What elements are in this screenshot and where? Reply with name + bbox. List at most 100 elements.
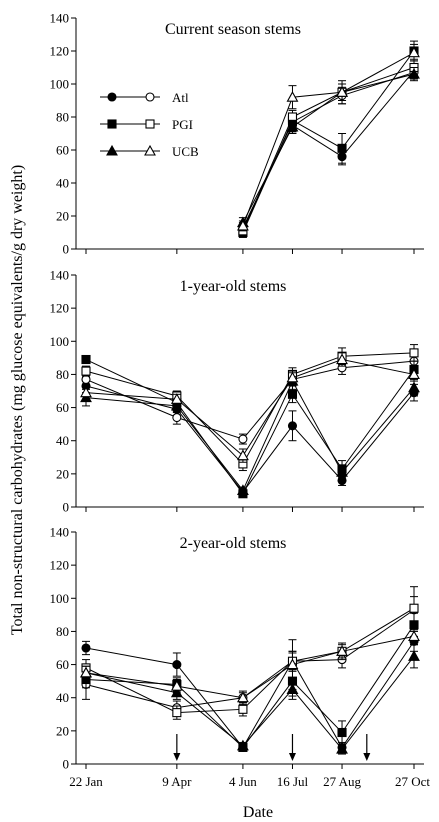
series-pgi-filled [81, 354, 419, 499]
data-point [408, 46, 420, 58]
y-tick-label: 20 [56, 466, 69, 481]
y-tick-label: 80 [56, 110, 69, 125]
data-point [236, 484, 249, 495]
series-pgi-filled [81, 612, 419, 752]
data-point [81, 374, 91, 384]
series-line [85, 655, 415, 750]
series-line [85, 358, 415, 457]
legend: Atl PGI UCB [100, 90, 199, 159]
data-point [408, 67, 420, 79]
data-point [170, 393, 183, 404]
legend-marker-open [145, 92, 155, 102]
data-point [238, 434, 248, 444]
data-point [170, 679, 183, 691]
y-tick-label: 20 [56, 723, 69, 738]
y-tick-label: 40 [56, 690, 69, 705]
x-axis-title: Date [243, 804, 273, 821]
data-point [172, 412, 182, 423]
data-point [287, 389, 298, 399]
arrow-head [288, 753, 296, 761]
data-point [408, 630, 420, 641]
legend-entry-atl: Atl [100, 90, 189, 105]
data-point [286, 91, 299, 102]
panels: 0 20 40 60 80 100 120 140 Current season stems 0 2… [50, 11, 431, 790]
data-point [287, 421, 298, 431]
data-point [286, 120, 299, 132]
series-atl-open [81, 352, 419, 445]
series-line [85, 609, 415, 709]
series-line [85, 385, 415, 493]
y-tick-label: 120 [50, 301, 70, 316]
arrow-head [173, 753, 181, 761]
data-point [336, 353, 348, 365]
data-point [408, 650, 420, 661]
y-tick-label: 40 [56, 433, 69, 448]
series-ucb-open [236, 43, 420, 232]
legend-marker-open [145, 119, 155, 129]
x-tick-labels: 22 Jan 9 Apr 4 Jun 16 Jul 27 Aug 27 Oct [69, 774, 430, 789]
series-line [85, 379, 415, 492]
y-tick-label: 100 [50, 591, 70, 606]
panel-1: 0 20 40 60 80 100 120 140 Current season stems [50, 11, 424, 257]
series-ucb-filled [80, 372, 420, 495]
x-tick-label: 4 Jun [229, 774, 257, 789]
panel-title: 2-year-old stems [180, 535, 287, 552]
series-atl-filled [238, 63, 419, 233]
data-point [236, 691, 249, 703]
panel-2: 0 20 40 60 80 100 120 140 1-year-old stems [50, 268, 424, 515]
y-tick-label: 0 [63, 500, 70, 515]
data-point [336, 645, 348, 656]
y-tick-label: 140 [50, 525, 70, 540]
arrow-marker [173, 734, 181, 761]
series-ucb-open [80, 627, 420, 704]
data-point [336, 466, 348, 477]
data-point [336, 86, 348, 97]
series-pgi-open [81, 586, 419, 720]
series-ucb-open [80, 352, 420, 463]
series-line [85, 360, 415, 440]
series-line [85, 607, 415, 714]
x-tick-label: 22 Jan [69, 774, 103, 789]
series-line [85, 352, 415, 465]
x-tick-label: 27 Oct [395, 774, 430, 789]
data-point [236, 449, 249, 461]
y-axis-title: Total non-structural carbohydrates (mg g… [9, 165, 26, 635]
data-point [286, 371, 299, 383]
series-line [242, 73, 415, 223]
legend-label: Atl [172, 90, 189, 105]
data-point [172, 708, 182, 718]
data-point [337, 143, 347, 153]
data-point [337, 727, 347, 738]
series-line [242, 52, 415, 227]
series-atl-open [81, 596, 419, 715]
x-tick-label: 9 Apr [162, 774, 192, 789]
y-tick-label: 80 [56, 367, 69, 382]
series-line [85, 641, 415, 749]
data-point [336, 742, 348, 754]
y-tick-label: 100 [50, 334, 70, 349]
data-point [236, 219, 249, 231]
data-point [408, 368, 420, 379]
y-tick-label: 0 [63, 757, 70, 772]
y-tick-label: 80 [56, 624, 69, 639]
data-point [81, 354, 91, 365]
data-point [172, 660, 182, 670]
arrow-marker [288, 734, 296, 761]
y-tick-label: 60 [56, 400, 69, 415]
series-line [85, 635, 415, 699]
series-line [85, 624, 415, 749]
arrow-marker [363, 734, 371, 761]
y-tick-label: 40 [56, 176, 69, 191]
series-line [85, 359, 415, 495]
data-point [286, 658, 299, 670]
series-line [242, 70, 415, 228]
y-tick-label: 140 [50, 11, 70, 26]
y-tick-label: 0 [63, 242, 70, 257]
data-point [409, 603, 419, 613]
y-tick-label: 20 [56, 209, 69, 224]
panel-title: Current season stems [165, 21, 301, 38]
legend-marker-filled [107, 119, 117, 129]
data-point [238, 704, 248, 714]
y-tick-label: 100 [50, 77, 70, 92]
data-point [236, 739, 249, 751]
